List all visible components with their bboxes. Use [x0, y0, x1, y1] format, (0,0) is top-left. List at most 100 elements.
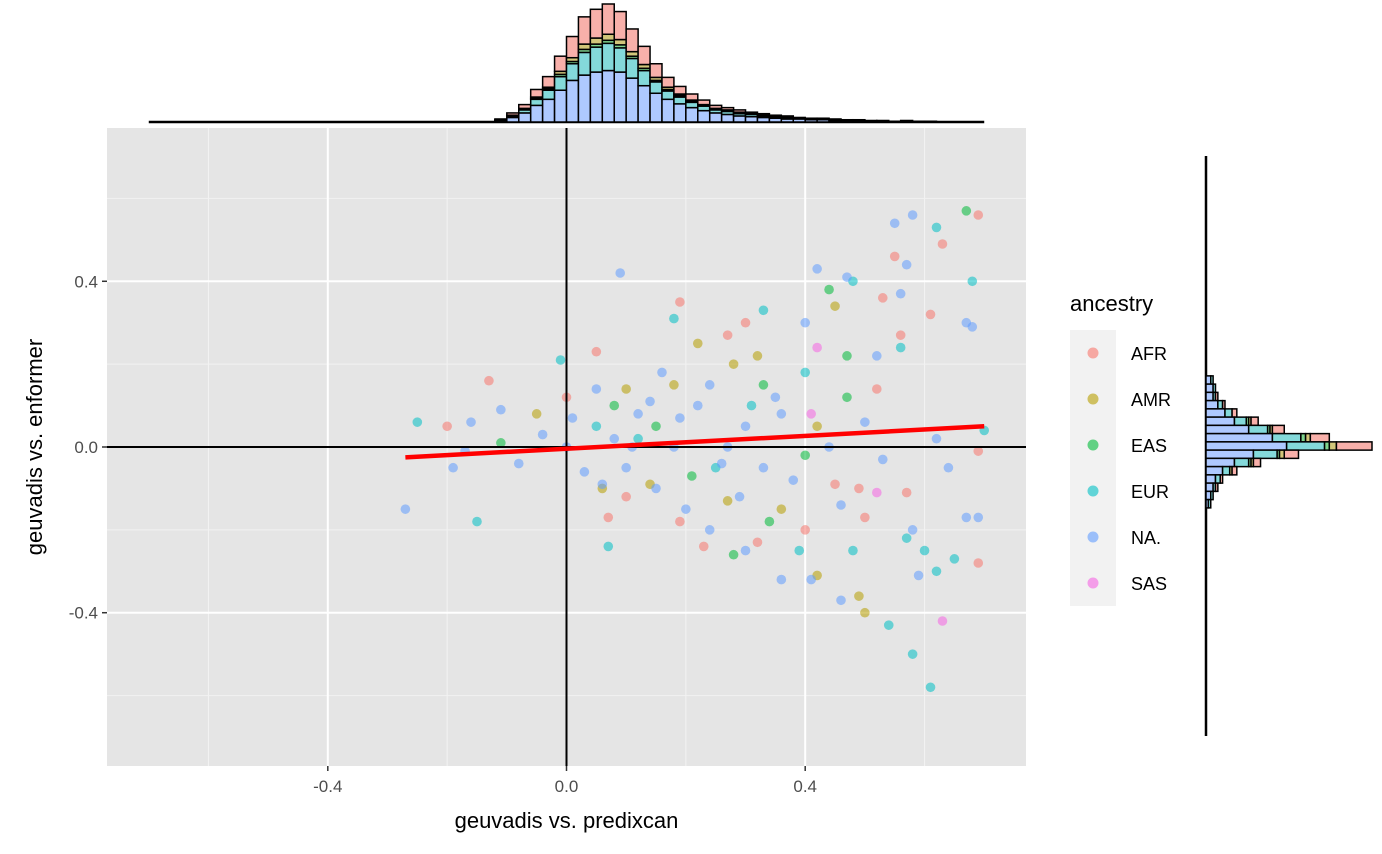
top-histogram-bar-afr [876, 119, 890, 122]
top-histogram-bar-afr [732, 109, 747, 113]
data-point-na [734, 491, 745, 502]
top-histogram-bar-na [637, 84, 651, 123]
data-point-eas [496, 438, 506, 448]
top-histogram-bar-amr [613, 38, 627, 46]
top-histogram-bar-afr [541, 75, 556, 88]
data-point-na [740, 421, 751, 432]
data-point-sas [812, 342, 822, 353]
trend-line [405, 424, 985, 460]
top-histogram-bar-eur [840, 118, 854, 122]
data-points [400, 206, 990, 693]
top-histogram-bar-afr [685, 93, 699, 101]
data-point-eur [794, 545, 805, 556]
top-histogram-bar-eur [661, 90, 675, 101]
data-point-na [657, 367, 667, 378]
top-histogram-bar-na [887, 120, 902, 123]
top-histogram-bar-afr [506, 112, 520, 116]
right-histogram-bar-afr [1252, 457, 1262, 468]
legend-label: SAS [1131, 574, 1167, 594]
data-point-na [740, 545, 751, 556]
data-point-afr [591, 346, 602, 357]
data-point-afr [973, 446, 984, 456]
data-point-na [800, 317, 811, 328]
data-point-na [770, 392, 781, 403]
top-histogram-bar-afr [804, 117, 818, 120]
data-point-na [788, 475, 799, 485]
top-histogram-bar-afr [649, 63, 663, 79]
right-histogram-bar-eur [1224, 408, 1233, 418]
data-point-eur [901, 533, 912, 543]
top-histogram-bar-eur [637, 69, 651, 87]
right-histogram-bar-amr [1328, 441, 1338, 451]
top-histogram-bar-eur [649, 81, 663, 95]
data-point-afr [442, 421, 452, 432]
data-point-na [400, 504, 411, 514]
top-histogram-bar-eur [589, 46, 604, 73]
data-point-eas [961, 206, 972, 216]
right-histogram-bar-na [1205, 465, 1224, 476]
top-histogram-bar-na [697, 109, 711, 123]
data-point-eur [848, 545, 858, 556]
data-point-na [496, 404, 506, 415]
top-histogram-bar-afr [828, 118, 842, 121]
data-point-afr [603, 512, 614, 523]
data-point-eur [883, 620, 894, 630]
data-point-amr [752, 351, 763, 361]
data-point-na [716, 458, 727, 469]
data-point-eas [651, 421, 661, 432]
right-histogram-bar-afr [1271, 424, 1286, 435]
data-point-na [836, 500, 846, 510]
legend-key-background [1070, 330, 1116, 606]
y-tick-label: 0.0 [74, 438, 98, 457]
data-point-eur [931, 222, 942, 233]
top-histogram-bar-na [529, 104, 544, 123]
top-histogram-bar-na [613, 71, 627, 123]
data-point-na [860, 417, 870, 427]
top-histogram-bar-afr [553, 55, 568, 73]
data-point-eur [603, 541, 614, 552]
legend: ancestry AFR AMR EAS EUR NA. SAS [1070, 291, 1171, 606]
right-histogram-bar-eur [1285, 441, 1326, 451]
data-point-afr [698, 541, 709, 552]
data-point-eur [758, 305, 769, 316]
top-histogram-bar-afr [637, 45, 651, 66]
top-histogram-bar-na [601, 69, 615, 123]
top-histogram-bar-na [911, 120, 926, 123]
top-histogram-bar-na [625, 77, 639, 123]
data-point-amr [860, 607, 870, 618]
data-point-eas [824, 284, 834, 295]
data-point-na [943, 462, 954, 473]
data-point-eur [472, 516, 482, 527]
legend-key-amr [1087, 393, 1099, 405]
data-point-sas [806, 409, 816, 419]
data-point-eur [949, 554, 960, 564]
data-point-na [466, 417, 476, 427]
right-histogram-bar-eur [1209, 375, 1214, 385]
top-histogram-bar-afr [673, 85, 687, 95]
data-point-eas [842, 392, 852, 403]
top-histogram-bar-afr [792, 116, 806, 119]
data-point-amr [830, 301, 840, 311]
top-histogram-bar-afr [816, 117, 830, 120]
legend-label: NA. [1131, 528, 1161, 548]
right-histogram-bar-afr [1250, 416, 1259, 427]
right-histogram-bar-afr [1219, 474, 1224, 484]
data-point-eur [967, 276, 978, 287]
data-point-amr [812, 421, 822, 432]
y-axis-ticks: -0.4 0.0 0.4 [69, 272, 107, 623]
top-histogram-bar-na [541, 98, 556, 123]
right-histogram-bar-eur [1271, 432, 1302, 443]
data-point-na [901, 259, 912, 270]
right-histogram-bar-na [1205, 416, 1236, 427]
data-point-na [973, 512, 984, 523]
legend-key-afr [1087, 347, 1099, 359]
data-point-eur [591, 421, 602, 432]
data-point-afr [675, 516, 685, 527]
right-histogram-bar-na [1205, 482, 1214, 493]
top-histogram-bar-eur [899, 119, 914, 122]
data-point-afr [621, 491, 631, 502]
top-histogram-bar-afr [601, 3, 615, 36]
top-histogram-bar-afr [589, 8, 604, 39]
right-histogram-bar-na [1205, 408, 1226, 418]
data-point-eur [669, 313, 679, 324]
